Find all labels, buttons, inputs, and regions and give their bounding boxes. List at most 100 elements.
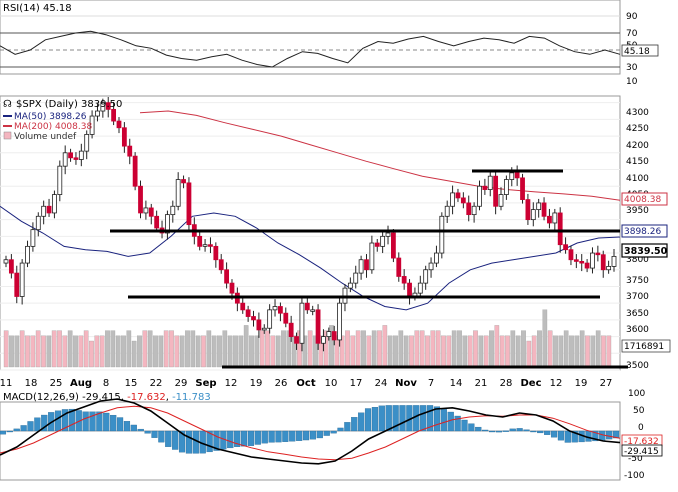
volume-bar xyxy=(275,335,281,368)
candle-body xyxy=(541,202,547,217)
candle-body xyxy=(536,202,542,211)
macd-histogram-bar xyxy=(27,421,34,432)
candle-body xyxy=(116,120,122,129)
candle-body xyxy=(294,336,299,344)
candle-body xyxy=(154,215,160,229)
volume-bar xyxy=(553,335,558,368)
volume-bar xyxy=(51,330,57,368)
volume-bar xyxy=(73,335,78,368)
price-badge-text: 3839.50 xyxy=(624,246,668,257)
macd-histogram-bar xyxy=(275,430,282,443)
volume-bar xyxy=(430,330,436,368)
candle-body xyxy=(401,276,407,284)
macd-histogram-bar xyxy=(82,411,89,432)
volume-bar xyxy=(259,330,265,368)
candle-body xyxy=(251,316,256,321)
x-axis-label: 18 xyxy=(25,378,38,389)
x-axis-label: 26 xyxy=(275,378,288,389)
candle-body xyxy=(423,269,429,284)
macd-tick-0: 0 xyxy=(638,423,644,433)
x-axis-label: Sep xyxy=(195,378,216,389)
candle-body xyxy=(148,207,154,217)
candle-body xyxy=(358,259,364,274)
candle-body xyxy=(170,205,176,216)
legend-ma200: MA(200) 4008.38 xyxy=(14,122,92,132)
macd-histogram-bar xyxy=(54,410,62,432)
volume-badge xyxy=(621,339,671,353)
macd-histogram-bar xyxy=(344,422,351,432)
x-axis-label: 27 xyxy=(600,378,613,389)
macd-histogram-bar xyxy=(392,405,399,432)
macd-histogram-bar xyxy=(364,408,372,432)
x-axis-label: 7 xyxy=(428,378,434,389)
macd-signal-line xyxy=(0,405,621,461)
candle-body xyxy=(95,110,100,117)
rsi-title: RSI(14) 45.18 xyxy=(3,3,72,14)
candle-body xyxy=(8,259,14,274)
candle-body xyxy=(455,192,461,199)
macd-histogram-bar xyxy=(41,414,48,432)
volume-bar xyxy=(281,330,286,368)
ma50-badge-text: 3898.26 xyxy=(624,227,661,237)
macd-histogram-bar xyxy=(144,430,151,434)
macd-histogram-bar xyxy=(482,429,489,432)
macd-histogram-bar xyxy=(606,430,613,440)
candle-body xyxy=(186,182,192,226)
candle-body xyxy=(444,205,450,217)
candle-body xyxy=(62,152,68,167)
candle-body xyxy=(606,266,612,271)
macd-tick-100: 100 xyxy=(628,389,645,399)
macd-histogram-bar xyxy=(268,430,275,443)
candle-body xyxy=(611,255,617,267)
macd-histogram-bar xyxy=(110,414,117,432)
volume-bar xyxy=(574,335,580,368)
legend-symbol-icon: ☊ xyxy=(3,99,12,110)
macd-histogram-bar xyxy=(261,430,268,444)
candle-body xyxy=(450,192,455,207)
candle-body xyxy=(514,172,520,179)
volume-bar xyxy=(233,335,238,368)
legend-ma50: MA(50) 3898.26 xyxy=(14,112,87,122)
candle-body xyxy=(105,102,111,110)
volume-bar xyxy=(585,335,590,368)
volume-bar xyxy=(158,335,164,368)
ma50-badge xyxy=(621,224,668,238)
volume-bar xyxy=(334,335,340,368)
macd-histogram-bar xyxy=(172,430,179,450)
volume-bar xyxy=(531,335,537,368)
volume-bar xyxy=(126,330,132,368)
candle-body xyxy=(428,262,434,271)
volume-bar xyxy=(590,335,596,368)
price-tick: 3800 xyxy=(626,255,649,265)
candle-body xyxy=(390,232,396,259)
candle-body xyxy=(299,302,305,344)
macd-histogram-bar xyxy=(289,430,296,442)
macd-panel: MACD(12,26,9) -29.415, -17.632, -11.783 … xyxy=(0,389,663,481)
macd-histogram-bar xyxy=(158,430,165,443)
candle-body xyxy=(73,157,79,160)
volume-bar xyxy=(121,335,126,368)
candle-body xyxy=(132,155,138,187)
candle-body xyxy=(364,259,369,271)
candle-body xyxy=(175,179,181,207)
candle-body xyxy=(267,309,273,329)
candle-body xyxy=(353,272,359,284)
macd-histogram-bar xyxy=(234,430,241,447)
x-axis-label: 12 xyxy=(225,378,238,389)
macd-histogram-bar xyxy=(75,410,82,432)
x-axis-label: 12 xyxy=(550,378,563,389)
volume-bar xyxy=(115,335,121,368)
candle-body xyxy=(530,209,536,221)
rsi-tick-70: 70 xyxy=(626,29,638,39)
candle-body xyxy=(525,199,531,221)
volume-bar xyxy=(457,330,462,368)
candle-body xyxy=(229,282,235,294)
volume-badge-text: 1716891 xyxy=(624,342,664,352)
volume-bar xyxy=(25,335,30,368)
candle-body xyxy=(573,259,579,262)
macd-histogram-bar xyxy=(130,424,137,432)
volume-bar xyxy=(377,330,382,368)
x-axis-label: 10 xyxy=(325,378,338,389)
candle-body xyxy=(434,252,439,264)
volume-bar xyxy=(243,325,249,368)
